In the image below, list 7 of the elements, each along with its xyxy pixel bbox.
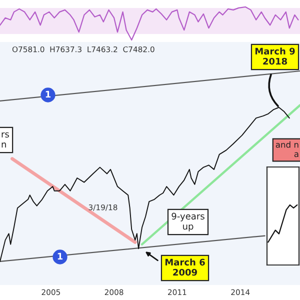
annotation: March 6 2009	[165, 258, 205, 276]
annotation: 9-years up	[172, 212, 204, 232]
text: March 9 2018	[255, 48, 295, 65]
annotation: 1	[46, 90, 51, 98]
annotation: and n a	[276, 141, 298, 158]
annotation: rs n	[2, 132, 9, 148]
annotation: 1	[58, 252, 63, 260]
